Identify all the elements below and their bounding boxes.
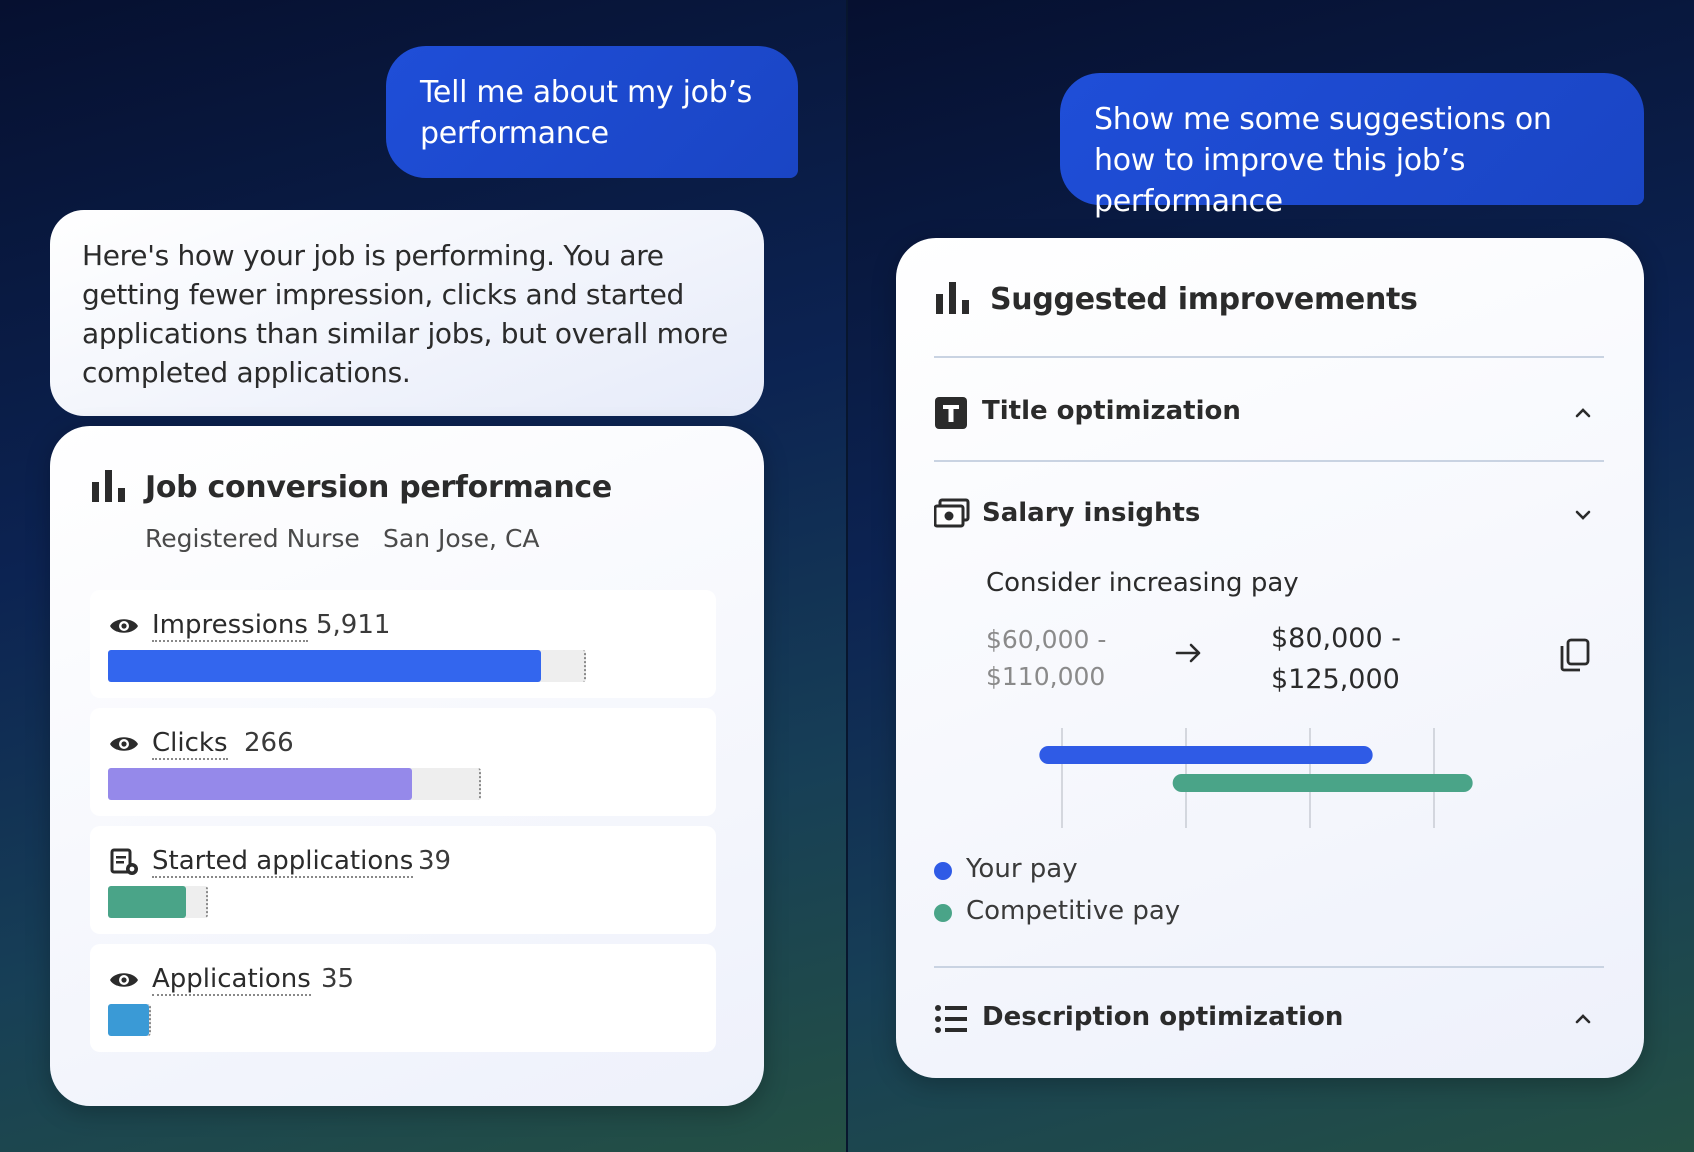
job-location: San Jose, CA <box>383 524 540 553</box>
bar-chart-icon <box>92 470 125 502</box>
metric-row: Started applications 39 <box>90 826 716 934</box>
metric-bar-fill <box>108 768 412 800</box>
metric-label[interactable]: Clicks <box>152 728 228 760</box>
eye-icon <box>110 619 138 633</box>
left-panel: Tell me about my job’s performance Here'… <box>0 0 846 1152</box>
divider <box>934 356 1604 358</box>
divider <box>934 460 1604 462</box>
section-description-optimization[interactable]: Description optimization <box>934 994 1604 1044</box>
chevron-up-icon[interactable] <box>1572 402 1594 424</box>
metric-bar-track <box>108 768 481 800</box>
metric-value: 35 <box>321 964 355 994</box>
suggested-salary-range: $80,000 - $125,000 <box>1271 623 1401 695</box>
card-title: Suggested improvements <box>990 282 1418 317</box>
metric-row: Clicks 266 <box>90 708 716 816</box>
metric-bar-track <box>108 1004 151 1036</box>
legend-dot-competitive-pay <box>934 904 952 922</box>
money-icon <box>934 498 970 528</box>
metric-label[interactable]: Applications <box>152 964 311 996</box>
legend-your-pay: Your pay <box>966 854 1078 884</box>
current-salary-range: $60,000 - $110,000 <box>986 625 1107 691</box>
metric-label[interactable]: Impressions <box>152 610 308 642</box>
metric-row: Applications 35 <box>90 944 716 1052</box>
chevron-up-icon[interactable] <box>1572 1008 1594 1030</box>
assistant-message: Here's how your job is performing. You a… <box>50 210 764 416</box>
metric-bar-fill <box>108 1004 149 1036</box>
title-t-icon <box>935 397 967 429</box>
divider <box>934 966 1604 968</box>
legend-competitive-pay: Competitive pay <box>966 896 1181 926</box>
competitive-pay-bar <box>1172 774 1473 792</box>
job-conversion-card: Job conversion performance Registered Nu… <box>50 426 764 1106</box>
suggested-improvements-card: Suggested improvements Title optimizatio… <box>896 238 1644 1078</box>
metric-bar-track <box>108 886 208 918</box>
metric-label[interactable]: Started applications <box>152 846 414 878</box>
legend-dot-your-pay <box>934 862 952 880</box>
metric-value: 5,911 <box>316 610 391 640</box>
section-salary-insights[interactable]: Salary insights <box>934 490 1604 540</box>
chevron-down-icon[interactable] <box>1572 504 1594 526</box>
user-message: Show me some suggestions on how to impro… <box>1060 73 1644 219</box>
user-message: Tell me about my job’s performance <box>386 46 798 178</box>
arrow-right-icon <box>1175 643 1201 663</box>
job-title: Registered Nurse <box>145 524 360 553</box>
right-panel: Show me some suggestions on how to impro… <box>848 0 1694 1152</box>
application-form-icon <box>110 848 138 875</box>
copy-icon[interactable] <box>1558 638 1590 672</box>
metric-value: 266 <box>244 728 294 758</box>
metric-bar-fill <box>108 650 541 682</box>
metric-value: 39 <box>418 846 452 876</box>
salary-heading: Consider increasing pay <box>986 568 1299 598</box>
salary-range-chart <box>1039 728 1473 828</box>
metric-bar-fill <box>108 886 186 918</box>
eye-icon <box>110 973 138 987</box>
metric-row: Impressions 5,911 <box>90 590 716 698</box>
metric-bar-track <box>108 650 586 682</box>
section-title-optimization[interactable]: Title optimization <box>934 388 1604 438</box>
your-pay-bar <box>1039 746 1373 764</box>
list-icon <box>935 1005 967 1033</box>
eye-icon <box>110 737 138 751</box>
bar-chart-icon <box>936 282 969 314</box>
panel-divider <box>846 0 848 1152</box>
card-title: Job conversion performance <box>145 470 612 505</box>
